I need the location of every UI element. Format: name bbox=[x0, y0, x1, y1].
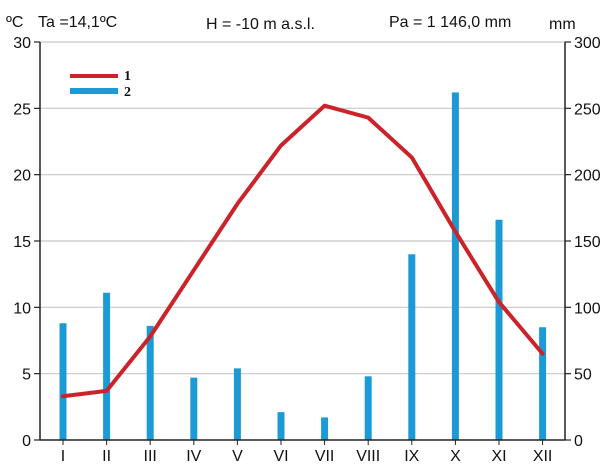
month-label: VII bbox=[315, 448, 335, 465]
precipitation-bar bbox=[495, 219, 503, 440]
precipitation-bar bbox=[146, 325, 154, 440]
gridlines bbox=[40, 41, 565, 375]
precipitation-bar bbox=[59, 323, 67, 440]
left-tick-label: 10 bbox=[13, 300, 31, 317]
right-tick-label: 300 bbox=[574, 35, 601, 52]
precipitation-bar bbox=[364, 376, 372, 440]
month-label: III bbox=[144, 448, 157, 465]
precipitation-bar bbox=[277, 412, 285, 440]
right-tick-label: 250 bbox=[574, 101, 601, 118]
month-label: II bbox=[102, 448, 111, 465]
right-tick-label: 150 bbox=[574, 234, 601, 251]
precipitation-bar bbox=[408, 254, 416, 440]
right-tick-label: 100 bbox=[574, 300, 601, 317]
precipitation-bar bbox=[103, 292, 111, 440]
left-tick-label: 25 bbox=[13, 101, 31, 118]
precipitation-bar bbox=[233, 368, 241, 440]
month-label: V bbox=[232, 448, 243, 465]
left-tick-label: 15 bbox=[13, 234, 31, 251]
right-tick-label: 50 bbox=[574, 367, 592, 384]
left-tick-label: 0 bbox=[22, 433, 31, 450]
month-label: X bbox=[450, 448, 461, 465]
legend-line-label: 1 bbox=[124, 69, 131, 84]
precipitation-bar bbox=[539, 327, 547, 440]
month-label: IX bbox=[404, 448, 419, 465]
legend: 1 2 bbox=[70, 69, 131, 100]
right-axis-unit: mm bbox=[549, 16, 576, 33]
month-label: XII bbox=[533, 448, 553, 465]
temperature-line-group bbox=[61, 103, 545, 399]
station-altitude: H = -10 m a.s.l. bbox=[206, 16, 315, 33]
precipitation-bar bbox=[190, 377, 198, 440]
precipitation-bar bbox=[321, 417, 329, 440]
left-tick-label: 5 bbox=[22, 367, 31, 384]
month-label: VIII bbox=[356, 448, 380, 465]
annual-precipitation: Pa = 1 146,0 mm bbox=[389, 14, 511, 31]
left-tick-label: 30 bbox=[13, 35, 31, 52]
legend-bar-label: 2 bbox=[124, 85, 131, 100]
precipitation-bars bbox=[59, 92, 547, 440]
left-axis-unit: ºC bbox=[6, 14, 23, 31]
precipitation-bar bbox=[451, 92, 459, 440]
month-label: XI bbox=[491, 448, 506, 465]
left-tick-label: 20 bbox=[13, 168, 31, 185]
right-tick-label: 0 bbox=[574, 433, 583, 450]
month-label: IV bbox=[186, 448, 201, 465]
temperature-line bbox=[61, 103, 545, 399]
month-label: VI bbox=[273, 448, 288, 465]
month-label: I bbox=[61, 448, 65, 465]
annual-mean-temperature: Ta =14,1ºC bbox=[38, 14, 117, 31]
right-tick-label: 200 bbox=[574, 168, 601, 185]
